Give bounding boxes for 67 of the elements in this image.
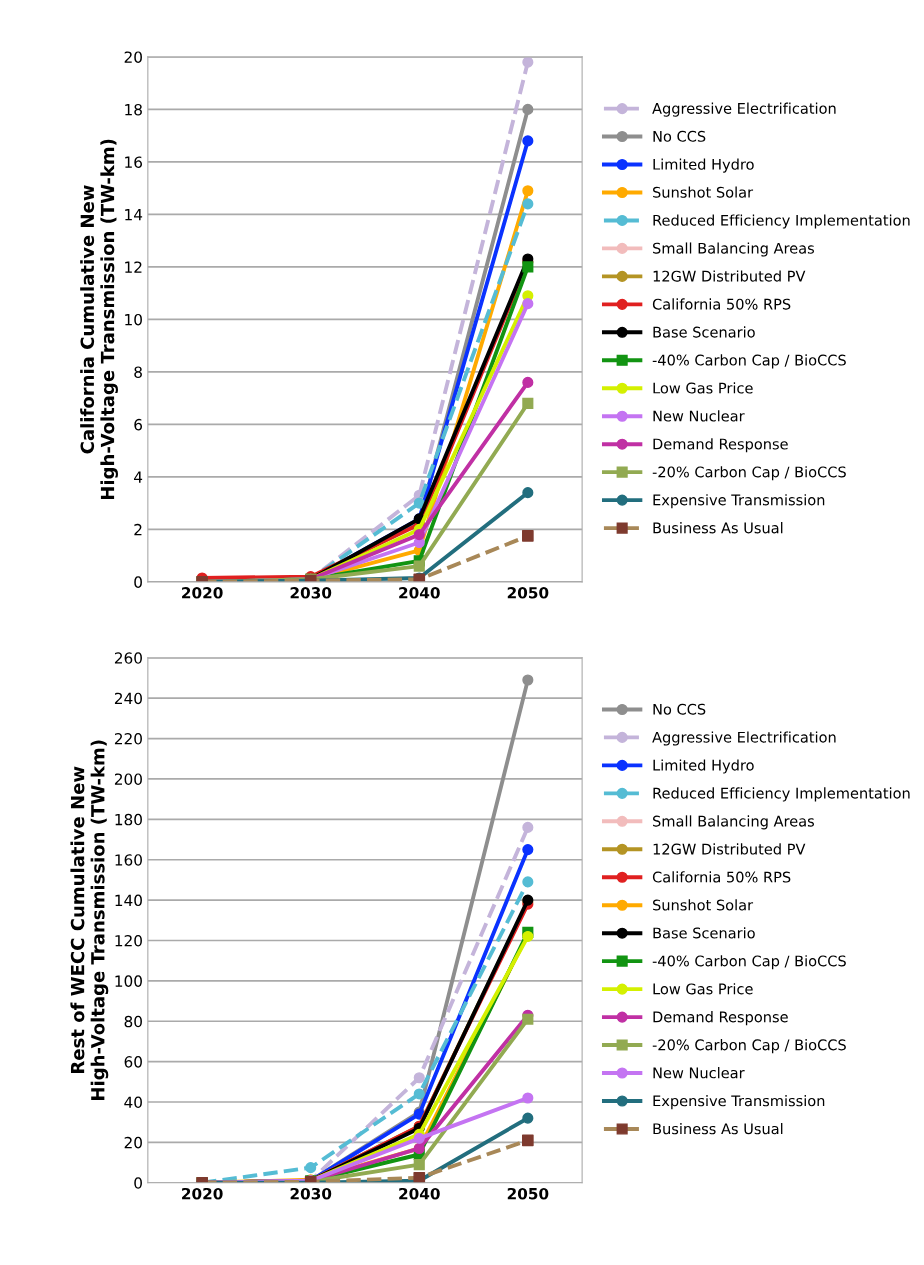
y-tick-label: 60 [124,1056,142,1068]
y-tick-label: 80 [124,1015,142,1028]
x-tick-label: 2040 [399,1187,440,1200]
legend-label: No CCS [653,703,706,715]
legend-label: California 50% RPS [652,871,791,883]
y-tick-label: 8 [134,366,142,378]
legend-label: Reduced Efficiency Implementation [653,214,910,229]
y-tick-label: 6 [134,418,143,431]
legend-label: Demand Response [653,438,788,453]
y-tick-label: 0 [134,576,142,588]
legend-label: Limited Hydro [653,158,754,173]
x-tick-label: 2030 [290,587,332,599]
y-tick-label: 100 [115,975,142,987]
legend-label: Low Gas Price [653,983,753,995]
legend-label: Sunshot Solar [653,186,754,198]
legend-label: Base Scenario [653,927,755,939]
legend-label: Demand Response [653,1011,788,1026]
legend-label: No CCS [653,130,706,142]
y-tick-label: 2 [134,523,142,536]
legend-label: -40% Carbon Cap / BioCCS [652,354,846,369]
legend-label: Aggressive Electrification [652,731,836,746]
y-tick-label: 40 [124,1096,142,1109]
legend-label: Expensive Transmission [653,494,825,509]
legend-label: Reduced Efficiency Implementation [653,787,910,802]
legend-label: 12GW Distributed PV [653,843,806,855]
legend-label: Expensive Transmission [653,1095,825,1110]
y-tick-label: 160 [115,854,142,866]
legend-label: Sunshot Solar [653,899,754,911]
x-tick-label: 2030 [290,1187,332,1200]
y-tick-label: 10 [125,313,142,326]
y-tick-label: 20 [124,51,142,63]
legend-label: Aggressive Electrification [652,102,836,117]
x-tick-label: 2040 [399,587,440,599]
legend-label: New Nuclear [653,1067,745,1079]
legend-label: New Nuclear [653,410,745,422]
legend-label: 12GW Distributed PV [653,270,806,282]
y-tick-label: 12 [125,261,142,273]
y-tick-label: 220 [114,733,142,745]
legend-label: -20% Carbon Cap / BioCCS [652,1039,846,1054]
legend-label: Small Balancing Areas [653,815,815,830]
y-tick-label: 4 [134,471,143,483]
x-tick-label: 2050 [507,1187,549,1200]
legend-label: Low Gas Price [653,382,753,394]
y-tick-label: 14 [125,209,143,221]
y-tick-label: 16 [125,156,143,168]
legend-label: Business As Usual [653,522,783,534]
y-tick-label: 20 [124,1136,142,1149]
y-tick-label: 200 [114,773,142,785]
legend-label: Business As Usual [653,1122,783,1135]
x-tick-label: 2050 [507,587,549,599]
y-axis-title: Rest of WECC Cumulative New High-Voltage Transmission (TW-km) [70,740,109,1100]
y-axis-title: California Cumulative New High-Voltage Transmission (TW-km) [80,139,118,500]
y-tick-label: 18 [125,103,142,116]
y-tick-label: 180 [115,813,142,826]
y-tick-label: 240 [114,692,142,705]
y-tick-label: 120 [115,934,142,947]
legend-label: Limited Hydro [653,759,754,774]
y-tick-label: 140 [115,894,142,907]
y-tick-label: 0 [134,1177,142,1189]
legend-label: Small Balancing Areas [653,242,815,257]
legend-label: California 50% RPS [652,298,791,310]
x-tick-label: 2020 [182,587,223,599]
legend-label: -20% Carbon Cap / BioCCS [652,466,846,481]
y-tick-label: 260 [114,652,142,664]
x-tick-label: 2020 [182,1187,223,1200]
legend-label: -40% Carbon Cap / BioCCS [652,955,846,970]
legend-label: Base Scenario [653,326,755,338]
